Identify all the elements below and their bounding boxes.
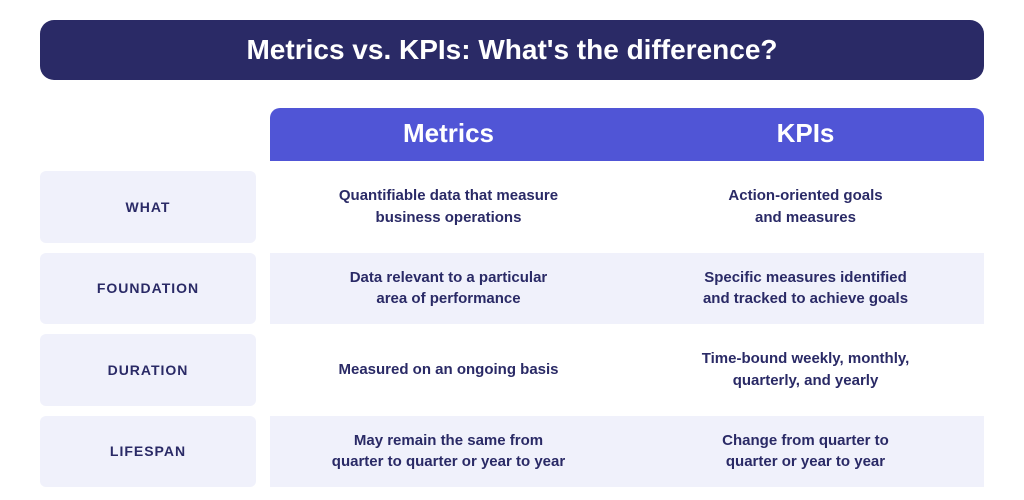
cell-metrics: Measured on an ongoing basis — [270, 334, 627, 406]
row-gap — [40, 324, 270, 334]
row-gap — [270, 324, 627, 334]
row-gap — [627, 324, 984, 334]
row-gap — [40, 161, 270, 171]
row-gap — [40, 406, 270, 416]
row-label: LIFESPAN — [40, 416, 256, 488]
cell-kpis: Specific measures identified and tracked… — [627, 253, 984, 325]
row-label: WHAT — [40, 171, 256, 243]
cell-metrics: May remain the same from quarter to quar… — [270, 416, 627, 488]
cell-kpis: Action-oriented goals and measures — [627, 171, 984, 243]
comparison-table: Metrics KPIs WHATQuantifiable data that … — [40, 108, 984, 487]
header-spacer — [40, 108, 270, 161]
page-title: Metrics vs. KPIs: What's the difference? — [40, 20, 984, 80]
cell-kpis: Change from quarter to quarter or year t… — [627, 416, 984, 488]
row-label: FOUNDATION — [40, 253, 256, 325]
cell-metrics: Quantifiable data that measure business … — [270, 171, 627, 243]
row-label: DURATION — [40, 334, 256, 406]
row-gap — [627, 161, 984, 171]
column-header-metrics: Metrics — [270, 108, 627, 161]
row-gap — [270, 161, 627, 171]
row-gap — [270, 243, 627, 253]
cell-kpis: Time-bound weekly, monthly, quarterly, a… — [627, 334, 984, 406]
row-gap — [627, 243, 984, 253]
row-gap — [627, 406, 984, 416]
row-gap — [40, 243, 270, 253]
cell-metrics: Data relevant to a particular area of pe… — [270, 253, 627, 325]
row-gap — [270, 406, 627, 416]
column-header-kpis: KPIs — [627, 108, 984, 161]
